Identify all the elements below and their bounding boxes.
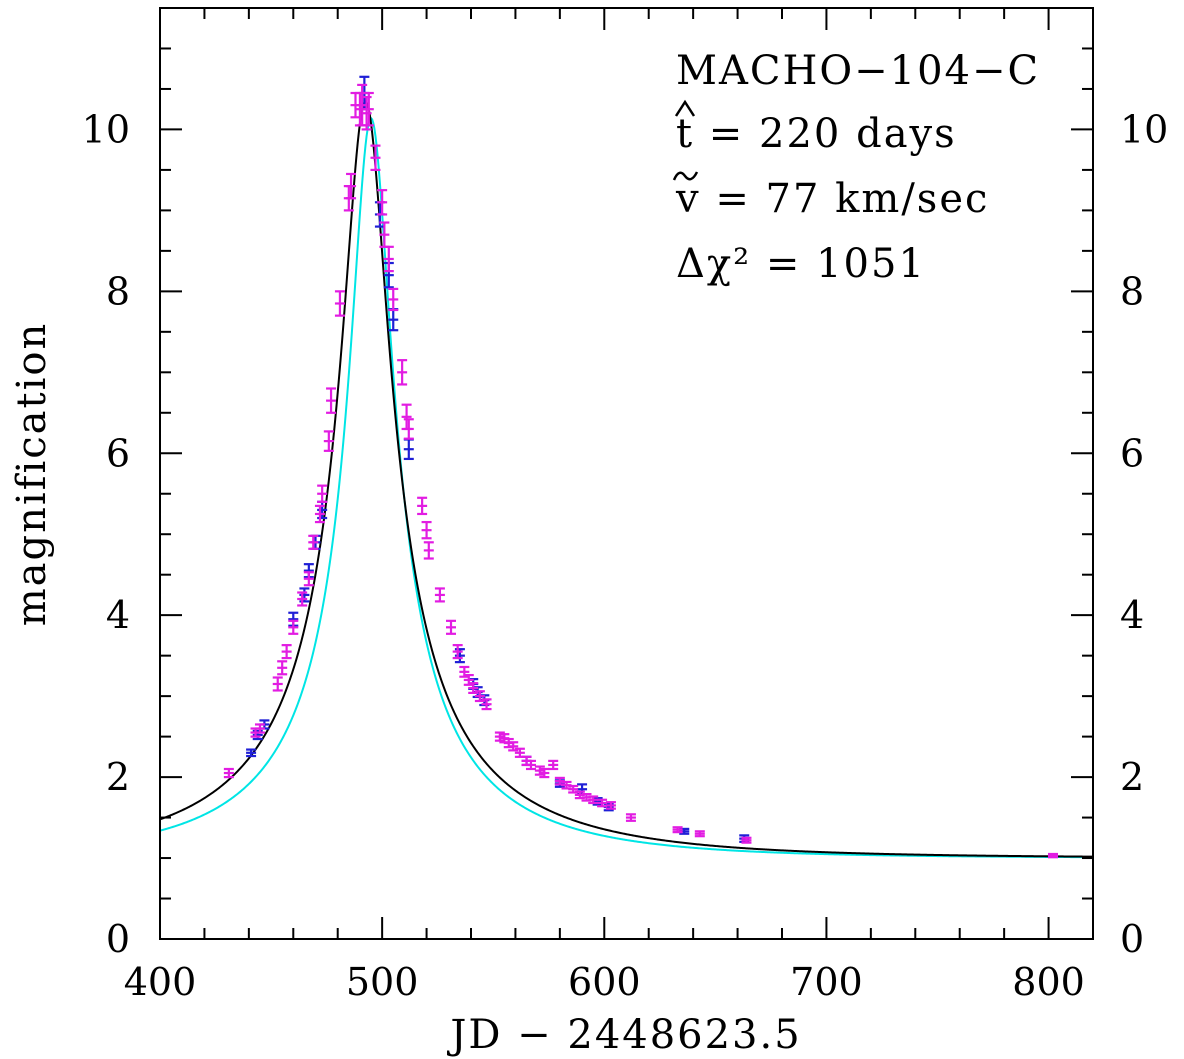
x-tick-label: 400 <box>124 960 197 1004</box>
y-tick-label-left: 6 <box>106 431 130 475</box>
data-point <box>417 496 428 516</box>
tick-labels: 400 500 600 700 800 0 0 2 2 4 4 6 6 8 8 10 10 <box>82 107 1169 1004</box>
data-point <box>423 541 434 560</box>
y-axis-label: magnification <box>9 322 55 627</box>
data-point <box>401 403 412 431</box>
y-tick-label-left: 2 <box>106 755 130 799</box>
data-point <box>548 759 559 771</box>
t-hat-label: t = 220 days <box>676 111 957 157</box>
data-point <box>288 619 299 635</box>
data-point <box>334 290 345 317</box>
data-point <box>254 723 265 734</box>
data-point <box>481 698 492 711</box>
data-point <box>370 144 381 172</box>
tilde-accent-icon <box>672 171 699 181</box>
data-point <box>357 83 368 127</box>
y-tick-label-right: 2 <box>1120 755 1144 799</box>
y-tick-label-left: 0 <box>106 917 130 961</box>
data-point <box>308 534 319 550</box>
x-tick-label: 500 <box>346 960 419 1004</box>
data-point <box>272 676 283 692</box>
data-points <box>223 75 1059 859</box>
model-curve-cyan <box>159 116 1094 859</box>
data-point <box>403 438 414 461</box>
x-tick-label: 700 <box>790 960 863 1004</box>
plot-frame <box>159 7 1094 940</box>
data-point <box>297 591 308 607</box>
data-point <box>539 767 550 779</box>
y-tick-label-left: 8 <box>106 269 130 313</box>
data-point <box>377 189 388 216</box>
data-point <box>314 504 325 524</box>
data-point <box>694 830 705 838</box>
data-point <box>323 430 334 452</box>
data-point <box>361 95 372 131</box>
y-tick-label-left: 4 <box>106 593 130 637</box>
y-tick-label-right: 6 <box>1120 431 1144 475</box>
model-curves <box>159 100 1094 859</box>
data-point <box>605 801 616 810</box>
data-point <box>597 798 608 808</box>
data-point <box>741 836 752 844</box>
data-point <box>223 767 234 779</box>
data-point <box>452 644 463 660</box>
data-point <box>326 387 337 414</box>
data-point <box>508 741 519 752</box>
y-tick-label-right: 8 <box>1120 269 1144 313</box>
y-tick-label-right: 4 <box>1120 593 1144 637</box>
data-point <box>383 245 394 273</box>
data-point <box>468 682 479 694</box>
data-point <box>303 571 314 587</box>
data-point <box>588 795 599 805</box>
y-tick-label-right: 10 <box>1120 107 1168 151</box>
y-tick-label-right: 0 <box>1120 917 1144 961</box>
data-point <box>346 172 357 200</box>
data-point <box>403 418 414 440</box>
model-curve-black <box>159 100 1094 858</box>
x-tick-label: 800 <box>1012 960 1085 1004</box>
v-tilde-label: v = 77 km/sec <box>675 176 989 222</box>
delta-chi2-label: Δχ² = 1051 <box>676 241 926 287</box>
data-point <box>246 748 257 758</box>
data-point <box>317 484 328 503</box>
hat-accent-icon <box>674 99 696 117</box>
data-point <box>277 660 288 676</box>
data-point <box>421 520 432 540</box>
data-point <box>446 619 457 635</box>
data-point <box>397 359 408 386</box>
data-point <box>625 813 636 822</box>
y-tick-label-left: 10 <box>82 107 130 151</box>
data-point <box>363 91 374 127</box>
data-point <box>281 644 292 660</box>
data-point <box>525 759 536 771</box>
annotation-block: MACHO−104−C t = 220 days v = 77 km/sec Δ… <box>672 48 1040 287</box>
data-point <box>388 287 399 312</box>
data-point <box>434 587 445 603</box>
data-point <box>672 826 683 834</box>
event-name: MACHO−104−C <box>676 48 1040 94</box>
x-axis-label: JD − 2448623.5 <box>446 1012 801 1058</box>
x-tick-label: 600 <box>568 960 641 1004</box>
data-point <box>474 690 485 703</box>
data-point <box>1048 852 1059 859</box>
